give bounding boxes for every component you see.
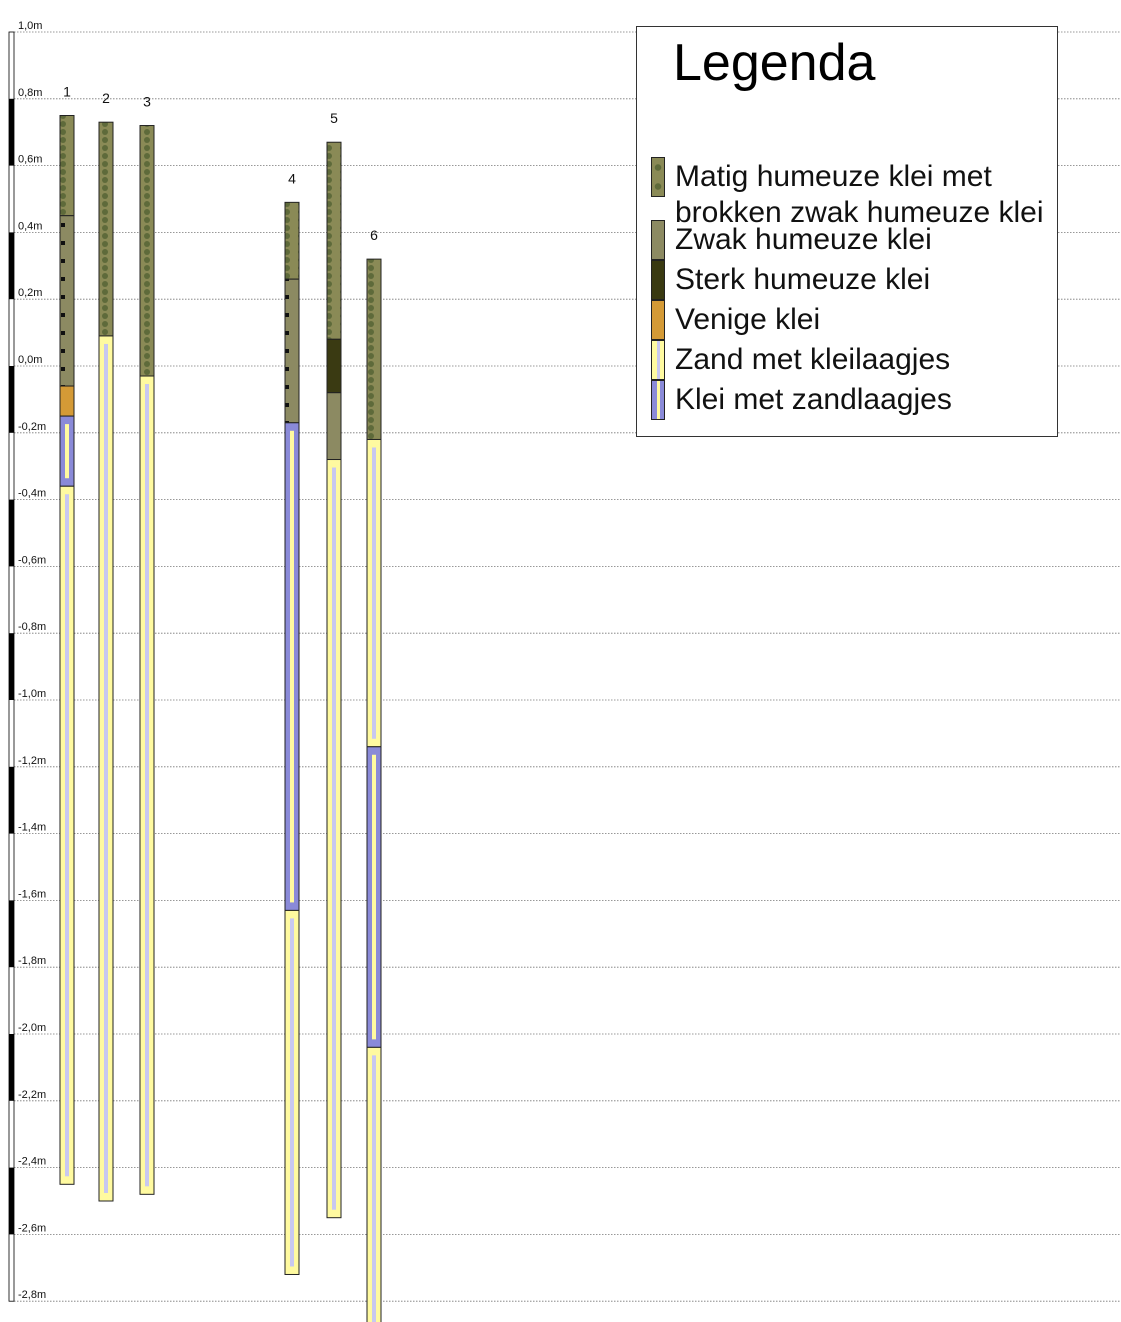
axis-tick-label: -1,8m [18,955,46,967]
borehole-3-layer-zand-inner [145,384,149,1187]
borehole-5-layer-matig [326,141,342,340]
depth-grid [14,31,1121,1302]
legend-swatch-zwak [651,220,665,260]
axis-tick-label: -1,4m [18,822,46,834]
legend-label-venige: Venige klei [675,303,821,336]
borehole-6-layer-zand-inner [372,1055,376,1322]
axis-tick-label: 0,0m [18,354,42,366]
axis-tick-label: -2,8m [18,1289,46,1301]
legend-label-matig-line2: brokken zwak humeuze klei [675,196,1044,229]
borehole-2-layer-zand-inner [104,343,108,1193]
borehole-1-layer-zand-inner [65,494,69,1177]
borehole-label: 2 [102,90,110,106]
borehole-6-layer-klei-inner [372,754,376,1040]
legend-label-matig: Matig humeuze klei met [675,160,992,193]
borehole-1-layer-matig [59,115,75,217]
axis-tick-label: -2,6m [18,1222,46,1234]
axis-tick-label: -2,0m [18,1022,46,1034]
borehole-5-layer-zand-inner [332,467,336,1210]
axis-tick-label: -1,2m [18,755,46,767]
legend-label-sterk: Sterk humeuze klei [675,263,931,296]
axis-tick-label: -2,2m [18,1089,46,1101]
borehole-label: 5 [330,110,338,126]
borehole-6: 6 [366,227,382,1322]
axis-tick-label: 0,4m [18,220,42,232]
borehole-1-layer-klei-inner [65,424,69,479]
borehole-4-layer-klei-inner [290,430,294,903]
scale-bar-segment [9,1167,14,1235]
borehole-4-layer-zand-inner [290,918,294,1267]
legend-title: Legenda [673,34,876,92]
legend-swatch-sterk [651,260,665,300]
legend-label-klei: Klei met zandlaagjes [675,383,952,416]
borehole-1-layer-venige [59,385,75,417]
axis-tick-label: 0,8m [18,87,42,99]
borehole-2: 2 [98,90,114,1202]
legend-label-zand: Zand met kleilaagjes [675,343,951,376]
borehole-label: 3 [143,94,151,110]
axis-tick-label: 1,0m [18,20,42,32]
legend: Legenda Matig humeuze klei met brokken z… [636,26,1058,437]
scale-bar-segment [9,232,14,300]
axis-tick-label: -1,0m [18,688,46,700]
scale-bar-segment [9,900,14,968]
borehole-3-layer-matig [139,125,155,377]
scale-bar-segment [9,98,14,166]
borehole-5: 5 [326,110,342,1219]
borehole-5-layer-sterk [326,338,342,394]
axis-tick-label: 0,6m [18,154,42,166]
boreholes: 1 2 3 4 5 6 [59,84,382,1322]
borehole-6-layer-zand-inner [372,447,376,739]
borehole-label: 6 [370,227,378,243]
axis-tick-label: -0,8m [18,621,46,633]
borehole-4: 4 [284,170,300,1275]
scale-bar-segment [9,366,14,433]
scale-bar-segment [9,633,14,700]
borehole-4-layer-matig [284,201,300,280]
borehole-2-layer-matig [98,121,114,337]
scale-bar-segment [9,1034,14,1101]
legend-swatch-matig [651,157,665,197]
axis-tick-label: -2,4m [18,1156,46,1168]
depth-axis: 1,0m 0,8m 0,6m 0,4m 0,2m 0,0m -0,2m -0,4m -0,6m -… [8,20,46,1302]
borehole-3: 3 [139,94,155,1195]
borehole-4-layer-zwak_dots [284,278,300,424]
legend-swatch-klei [651,380,665,420]
borehole-1: 1 [59,84,75,1185]
borehole-label: 4 [288,170,296,186]
legend-swatch-zand [651,340,665,380]
scale-bar-segment [9,499,14,567]
legend-swatch-venige [651,300,665,340]
axis-tick-label: -1,6m [18,888,46,900]
borehole-1-layer-zwak_dots [59,215,75,387]
axis-tick-label: -0,6m [18,554,46,566]
borehole-label: 1 [63,84,71,100]
axis-tick-label: 0,2m [18,287,42,299]
borehole-5-layer-zwak [326,392,342,461]
borehole-6-layer-matig [366,258,382,440]
axis-tick-label: -0,2m [18,421,46,433]
axis-tick-label: -0,4m [18,488,46,500]
legend-label-zwak: Zwak humeuze klei [675,223,932,256]
scale-bar-segment [9,766,14,834]
